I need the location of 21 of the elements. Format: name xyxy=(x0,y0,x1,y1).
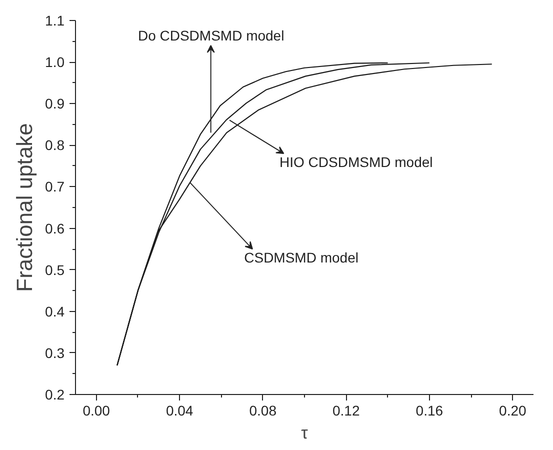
y-tick-label: 0.5 xyxy=(45,262,65,278)
annotation: CSDMSMD model xyxy=(244,250,358,266)
annotation: HIO CDSDMSMD model xyxy=(280,154,433,170)
y-axis-title: Fractional uptake xyxy=(12,123,38,292)
x-tick-label: 0.08 xyxy=(249,402,277,418)
y-tick-label: 0.6 xyxy=(45,220,65,236)
x-tick-label: 0.16 xyxy=(416,402,444,418)
x-tick-label: 0.12 xyxy=(332,402,360,418)
y-tick-label: 0.7 xyxy=(45,178,65,195)
x-tick-label: 0.04 xyxy=(166,402,194,418)
y-tick-label: 1.1 xyxy=(45,12,65,28)
y-tick-label: 1.0 xyxy=(45,54,65,70)
y-tick-label: 0.4 xyxy=(45,303,65,320)
x-tick-label: 0.20 xyxy=(499,402,527,418)
annotation: Do CDSDMSMD model xyxy=(138,27,284,44)
y-tick-label: 0.2 xyxy=(45,386,65,402)
y-tick-label: 0.8 xyxy=(45,137,65,154)
x-axis-title: τ xyxy=(301,424,308,442)
y-tick-label: 0.3 xyxy=(45,344,65,361)
x-tick-label: 0.00 xyxy=(82,402,110,418)
y-tick-label: 0.9 xyxy=(45,96,65,112)
